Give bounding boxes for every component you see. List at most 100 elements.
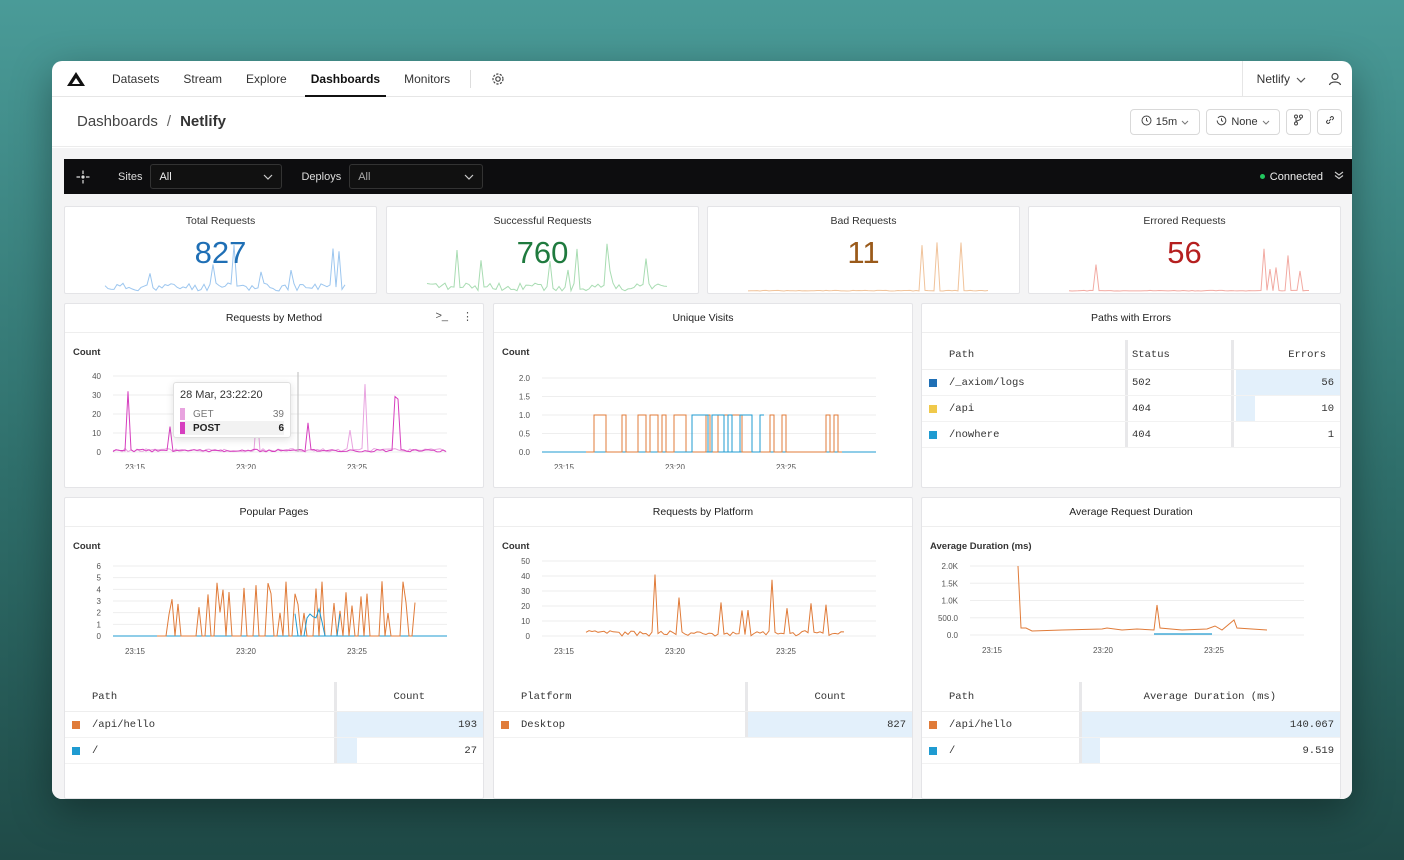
platform-chart[interactable]: 50 40 30 20 10 0 23:15 23:20 23:25: [494, 558, 913, 663]
row-path: /api: [949, 402, 975, 415]
row-swatch: [72, 720, 80, 729]
col-count[interactable]: Count: [814, 690, 846, 703]
stat-total-requests[interactable]: Total Requests 827: [64, 206, 377, 294]
x-tick-label: 23:25: [347, 463, 368, 469]
nav-dashboards[interactable]: Dashboards: [299, 61, 392, 97]
panel-title: Requests by Method: [225, 312, 323, 324]
y-axis-label: Count: [502, 541, 530, 552]
org-name: Netlify: [1256, 71, 1290, 86]
panel-title: Requests by Platform: [652, 506, 754, 518]
row-count: 827: [887, 718, 906, 731]
errored-requests-sparkline: [1068, 248, 1309, 292]
column-divider[interactable]: [334, 682, 337, 711]
column-divider[interactable]: [745, 682, 748, 711]
pages-chart[interactable]: 6 5 4 3 2 1 0 23:15 23:20 23:25: [65, 558, 484, 663]
duration-chart[interactable]: 2.0K 1.5K 1.0K 500.0 0.0 23:15 23:20 23:25: [922, 558, 1341, 663]
link-icon: [1324, 114, 1336, 129]
axiom-logo-icon[interactable]: [52, 61, 100, 97]
col-path[interactable]: Path: [949, 348, 975, 361]
row-errors: 1: [1327, 428, 1334, 441]
stat-value: 827: [194, 235, 247, 270]
nav-datasets[interactable]: Datasets: [112, 71, 160, 86]
table-row[interactable]: /nowhere 404 1: [922, 422, 1340, 448]
row-path: /api/hello: [92, 718, 156, 731]
tooltip-post-label: POST: [193, 422, 221, 434]
history-icon: [1216, 115, 1227, 129]
y-tick-label: 10: [92, 429, 101, 438]
table-header: Path Average Duration (ms): [922, 682, 1340, 712]
stat-bad-requests[interactable]: Bad Requests 11: [707, 206, 1020, 294]
col-path[interactable]: Path: [949, 690, 975, 703]
visits-chart[interactable]: 2.0 1.5 1.0 0.5 0.0 23:15 23:20 23:25: [494, 364, 913, 469]
x-tick-label: 23:25: [776, 647, 797, 656]
nav-stream[interactable]: Stream: [183, 71, 223, 86]
table-row[interactable]: /_axiom/logs 502 56: [922, 370, 1340, 396]
col-path[interactable]: Path: [92, 690, 118, 703]
y-tick-label: 0.0: [947, 631, 959, 640]
deploys-value: All: [358, 170, 371, 183]
row-count: 193: [458, 718, 477, 731]
col-status[interactable]: Status: [1132, 348, 1170, 361]
compare-label: None: [1231, 115, 1258, 128]
link-button[interactable]: [1317, 108, 1342, 135]
col-avg-duration[interactable]: Average Duration (ms): [1143, 690, 1276, 703]
filter-crosshair-icon[interactable]: [64, 170, 102, 184]
col-count[interactable]: Count: [393, 690, 425, 703]
table-row[interactable]: / 9.519: [922, 738, 1340, 764]
table-row[interactable]: Desktop 827: [494, 712, 912, 738]
breadcrumb-dashboards[interactable]: Dashboards: [77, 113, 158, 130]
chart-tooltip: 28 Mar, 23:22:20 GET 39 POST 6: [173, 382, 291, 438]
y-tick-label: 1: [97, 620, 102, 629]
column-divider: [1079, 738, 1082, 763]
table-row[interactable]: /api/hello 140.067: [922, 712, 1340, 738]
column-divider[interactable]: [1231, 340, 1234, 369]
row-swatch: [501, 720, 509, 729]
settings-gear-icon[interactable]: [479, 61, 517, 97]
table-row[interactable]: /api/hello 193: [65, 712, 483, 738]
fork-button[interactable]: [1286, 108, 1311, 135]
x-tick-label: 23:25: [1204, 646, 1225, 655]
org-switcher[interactable]: Netlify: [1241, 61, 1318, 97]
chevron-down-icon: [1296, 72, 1306, 86]
y-tick-label: 20: [92, 410, 101, 419]
panel-title: Average Request Duration: [1069, 506, 1193, 518]
col-platform[interactable]: Platform: [521, 690, 572, 703]
errors-bar: [1236, 370, 1340, 395]
nav-explore[interactable]: Explore: [246, 71, 287, 86]
sites-select[interactable]: All: [150, 164, 283, 189]
chevron-down-icon: [464, 171, 474, 183]
stat-errored-requests[interactable]: Errored Requests 56: [1028, 206, 1341, 294]
collapse-chevron-icon[interactable]: [1334, 170, 1344, 183]
row-swatch: [929, 378, 937, 387]
legend-swatch: [180, 422, 185, 434]
chevron-down-icon: [263, 171, 273, 183]
time-range-label: 15m: [1155, 115, 1178, 128]
column-divider: [1231, 370, 1234, 395]
sites-label: Sites: [118, 170, 143, 183]
table-row[interactable]: /api 404 10: [922, 396, 1340, 422]
panel-unique-visits: Unique Visits Count 2.0 1.5 1.0 0.5 0.0 23:15…: [493, 303, 913, 488]
panel-title: Paths with Errors: [1091, 312, 1171, 324]
compare-button[interactable]: None: [1206, 108, 1280, 135]
time-range-button[interactable]: 15m: [1130, 108, 1200, 135]
col-errors[interactable]: Errors: [1288, 348, 1326, 361]
user-icon[interactable]: [1318, 61, 1352, 97]
query-terminal-icon[interactable]: >_: [435, 310, 448, 322]
row-swatch: [929, 404, 937, 413]
panel-header: Requests by Platform: [494, 498, 912, 527]
filter-bar: Sites All Deploys All Connected: [64, 159, 1352, 194]
nav-monitors[interactable]: Monitors: [404, 71, 451, 86]
x-tick-label: 23:15: [982, 646, 1003, 655]
table-row[interactable]: / 27: [65, 738, 483, 764]
breadcrumb-bar: Dashboards / Netlify 15m None: [52, 97, 1352, 147]
stat-successful-requests[interactable]: Successful Requests 760: [386, 206, 699, 294]
x-tick-label: 23:15: [125, 463, 146, 469]
column-divider[interactable]: [1125, 340, 1128, 369]
y-tick-label: 0: [97, 448, 102, 457]
more-menu-icon[interactable]: ⋮: [462, 311, 473, 323]
deploys-select[interactable]: All: [349, 164, 484, 189]
row-status: 404: [1132, 402, 1151, 415]
y-tick-label: 40: [521, 572, 530, 581]
panel-header: Paths with Errors: [922, 304, 1340, 333]
column-divider[interactable]: [1079, 682, 1082, 711]
